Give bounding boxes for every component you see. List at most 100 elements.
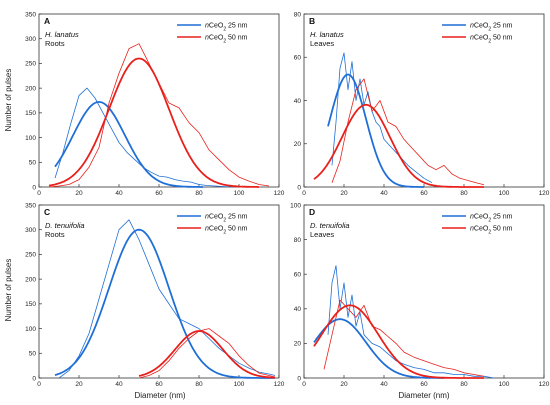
histogram-line — [331, 52, 433, 184]
y-tick-label: 80 — [294, 11, 302, 18]
x-tick-label: 60 — [155, 381, 163, 388]
y-tick-label: 0 — [32, 184, 36, 191]
x-tick-label: 100 — [234, 190, 245, 197]
x-tick-label: 100 — [499, 190, 510, 197]
series-25nm — [327, 52, 433, 188]
y-tick-label: 200 — [25, 85, 36, 92]
x-tick-label: 20 — [340, 381, 348, 388]
histogram-line — [58, 219, 276, 379]
legend-label: nCeO2 25 nm — [205, 23, 248, 33]
legend-label: nCeO2 25 nm — [470, 23, 513, 33]
panel-letter: C — [44, 207, 50, 217]
legend-label: nCeO2 50 nm — [205, 35, 248, 45]
y-tick-label: 150 — [25, 110, 36, 117]
series-50nm — [48, 43, 270, 188]
series-50nm — [313, 78, 485, 188]
tissue-label: Leaves — [310, 39, 334, 48]
y-tick-label: 250 — [25, 252, 36, 259]
histogram-line — [323, 299, 485, 377]
x-tick-label: 20 — [75, 381, 83, 388]
x-tick-label: 40 — [115, 190, 123, 197]
y-tick-label: 350 — [25, 202, 36, 209]
histogram-line — [54, 87, 232, 188]
series-50nm — [138, 328, 276, 379]
y-tick-label: 60 — [294, 272, 302, 279]
legend-label: nCeO2 50 nm — [470, 35, 513, 45]
x-axis-title-left: Diameter (nm) — [134, 391, 185, 400]
x-tick-label: 0 — [302, 190, 306, 197]
y-tick-label: 50 — [29, 160, 37, 167]
x-tick-label: 100 — [499, 381, 510, 388]
y-tick-label: 350 — [25, 11, 36, 18]
y-tick-label: 60 — [294, 55, 302, 62]
x-tick-label: 80 — [460, 190, 468, 197]
x-tick-label: 120 — [539, 381, 550, 388]
x-tick-label: 20 — [340, 190, 348, 197]
tissue-label: Leaves — [310, 230, 334, 239]
x-tick-label: 60 — [420, 190, 428, 197]
fit-curve — [313, 304, 484, 379]
fit-curve — [313, 103, 484, 188]
x-axis-title-right: Diameter (nm) — [398, 391, 449, 400]
x-tick-label: 0 — [37, 190, 41, 197]
panel-a: 0 20 40 60 80 100 120 0 50 100 150 200 250 300 350 A H. … — [25, 11, 285, 197]
x-tick-label: 0 — [37, 381, 41, 388]
y-tick-label: 40 — [294, 98, 302, 105]
y-tick-label: 20 — [294, 341, 302, 348]
y-tick-label: 200 — [25, 276, 36, 283]
y-tick-label: 100 — [290, 202, 301, 209]
series-25nm — [313, 265, 495, 379]
legend-label: nCeO2 50 nm — [205, 226, 248, 236]
y-axis-title-top: Number of pulses — [4, 69, 13, 132]
histogram-line — [331, 78, 485, 186]
x-tick-label: 60 — [155, 190, 163, 197]
x-tick-label: 40 — [380, 381, 388, 388]
fit-curve — [138, 330, 276, 379]
histogram-line — [327, 265, 495, 379]
y-tick-label: 0 — [297, 184, 301, 191]
panel-letter: D — [309, 207, 315, 217]
legend-label: nCeO2 25 nm — [470, 214, 513, 224]
legend-label: nCeO2 50 nm — [470, 226, 513, 236]
panel-c: 0 20 40 60 80 100 120 0 50 100 150 200 250 300 350 C D. … — [25, 202, 285, 388]
x-tick-label: 100 — [234, 381, 245, 388]
fit-curve — [54, 228, 275, 379]
x-tick-label: 20 — [75, 190, 83, 197]
y-tick-label: 80 — [294, 237, 302, 244]
tissue-label: Roots — [45, 230, 65, 239]
fit-curve — [54, 101, 203, 188]
y-tick-label: 100 — [25, 326, 36, 333]
y-axis-title-bottom: Number of pulses — [4, 259, 13, 322]
panel-letter: B — [309, 16, 315, 26]
x-tick-label: 80 — [195, 190, 203, 197]
x-tick-label: 120 — [274, 381, 285, 388]
tissue-label: Roots — [45, 39, 65, 48]
species-label: H. lanatus — [310, 30, 344, 39]
x-tick-label: 0 — [302, 381, 306, 388]
y-tick-label: 50 — [29, 351, 37, 358]
x-tick-label: 40 — [380, 190, 388, 197]
species-label: D. tenuifolia — [310, 221, 350, 230]
fit-curve — [48, 57, 259, 188]
series-25nm — [54, 87, 232, 188]
species-label: H. lanatus — [45, 30, 79, 39]
x-tick-label: 40 — [115, 381, 123, 388]
fit-curve — [327, 73, 424, 188]
y-tick-label: 40 — [294, 306, 302, 313]
y-tick-label: 300 — [25, 227, 36, 234]
panel-letter: A — [44, 16, 50, 26]
x-tick-label: 80 — [195, 381, 203, 388]
x-tick-label: 80 — [460, 381, 468, 388]
x-tick-label: 120 — [539, 190, 550, 197]
x-tick-label: 60 — [420, 381, 428, 388]
y-tick-label: 300 — [25, 36, 36, 43]
y-tick-label: 100 — [25, 135, 36, 142]
x-tick-label: 120 — [274, 190, 285, 197]
series-50nm — [313, 299, 485, 379]
series-25nm — [54, 219, 276, 379]
histogram-line — [138, 328, 276, 379]
panels-group: 0 20 40 60 80 100 120050100150200250300350AH. … — [25, 11, 550, 388]
y-tick-label: 150 — [25, 301, 36, 308]
y-tick-label: 20 — [294, 141, 302, 148]
